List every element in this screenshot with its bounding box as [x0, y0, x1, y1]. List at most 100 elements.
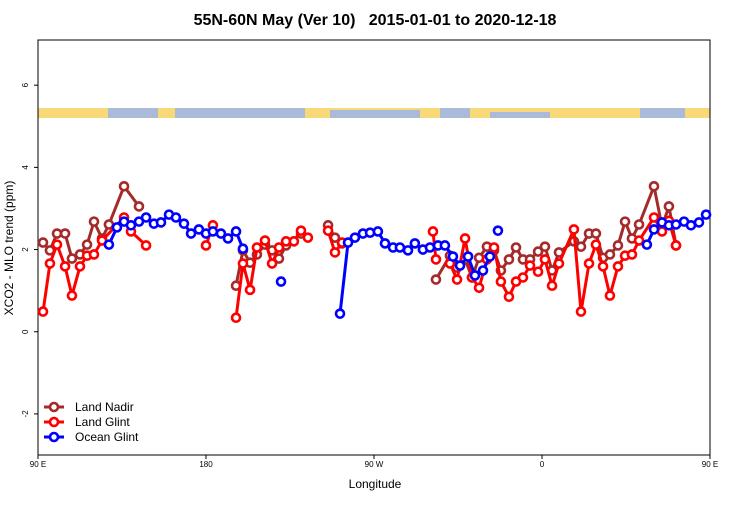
point — [503, 254, 515, 265]
point — [539, 254, 551, 265]
point — [342, 237, 354, 248]
point — [524, 260, 536, 271]
point — [612, 261, 624, 272]
point — [230, 226, 242, 237]
point — [590, 239, 602, 250]
point — [178, 218, 190, 229]
point — [604, 249, 616, 260]
point — [185, 228, 197, 239]
x-tick-label: 90 E — [30, 460, 46, 469]
point — [439, 240, 451, 251]
y-tick-label: 2 — [21, 247, 30, 252]
point — [322, 225, 334, 236]
point — [648, 180, 660, 192]
y-tick-label: 0 — [21, 329, 30, 334]
point — [237, 243, 249, 255]
x-tick-label: 90 E — [702, 460, 718, 469]
point — [503, 291, 515, 303]
point — [103, 239, 115, 250]
point — [237, 258, 249, 269]
point — [484, 251, 496, 262]
plot-frame — [37, 39, 711, 456]
point — [568, 224, 580, 235]
map-strip — [38, 108, 710, 118]
point — [273, 242, 285, 253]
point — [125, 220, 137, 231]
point — [349, 232, 361, 243]
point — [155, 217, 167, 228]
point — [430, 254, 442, 265]
point — [546, 280, 558, 292]
point — [302, 232, 314, 243]
y-tick-label: -2 — [21, 410, 30, 418]
y-axis-label: XCO2 - MLO trend (ppm) — [2, 181, 16, 316]
point — [59, 228, 71, 239]
point — [575, 306, 587, 317]
point — [409, 238, 421, 249]
point — [59, 261, 71, 272]
y-tick-label: 6 — [21, 82, 30, 87]
point — [510, 242, 522, 253]
point — [532, 246, 544, 257]
point — [469, 270, 481, 281]
x-axis-label: Longitude — [349, 477, 402, 491]
point — [251, 242, 263, 253]
legend-label: Ocean Glint — [75, 430, 139, 444]
point — [81, 239, 93, 250]
point — [575, 241, 587, 252]
point — [372, 226, 384, 237]
point — [329, 247, 341, 258]
point — [66, 253, 78, 264]
point — [553, 258, 565, 269]
x-tick-label: 90 W — [365, 460, 384, 469]
point — [44, 258, 56, 269]
point — [633, 235, 645, 246]
point — [454, 260, 466, 271]
point — [517, 272, 529, 283]
point — [51, 239, 63, 250]
point — [74, 261, 86, 272]
point — [447, 251, 459, 262]
point — [66, 290, 78, 301]
point — [295, 225, 307, 236]
x-tick-label: 180 — [199, 460, 213, 469]
point — [215, 228, 227, 239]
point — [402, 245, 414, 256]
point — [604, 290, 616, 301]
point — [626, 249, 638, 260]
point — [427, 226, 439, 237]
point — [619, 216, 631, 227]
point — [379, 238, 391, 249]
chart-title: 55N-60N May (Ver 10) 2015-01-01 to 2020-… — [194, 12, 557, 29]
point — [200, 240, 212, 251]
legend-marker — [48, 416, 60, 428]
point — [37, 306, 49, 317]
legend-marker — [48, 431, 60, 443]
point — [133, 201, 145, 212]
point — [140, 240, 152, 251]
point — [230, 312, 242, 324]
point — [88, 216, 100, 227]
point — [266, 258, 278, 269]
point — [663, 201, 675, 212]
point — [170, 212, 182, 223]
point — [700, 209, 712, 220]
y-tick-label: 4 — [21, 165, 30, 170]
point — [612, 240, 624, 251]
point — [473, 282, 485, 294]
point — [244, 284, 256, 296]
point — [597, 261, 609, 272]
point — [111, 222, 123, 233]
point — [670, 240, 682, 251]
legend-label: Land Nadir — [75, 400, 134, 414]
legend-label: Land Glint — [75, 415, 130, 429]
point — [583, 258, 595, 269]
point — [275, 276, 287, 287]
point — [488, 242, 500, 253]
point — [88, 249, 100, 260]
point — [495, 276, 507, 287]
point — [648, 224, 660, 235]
point — [222, 233, 234, 244]
point — [118, 180, 130, 192]
